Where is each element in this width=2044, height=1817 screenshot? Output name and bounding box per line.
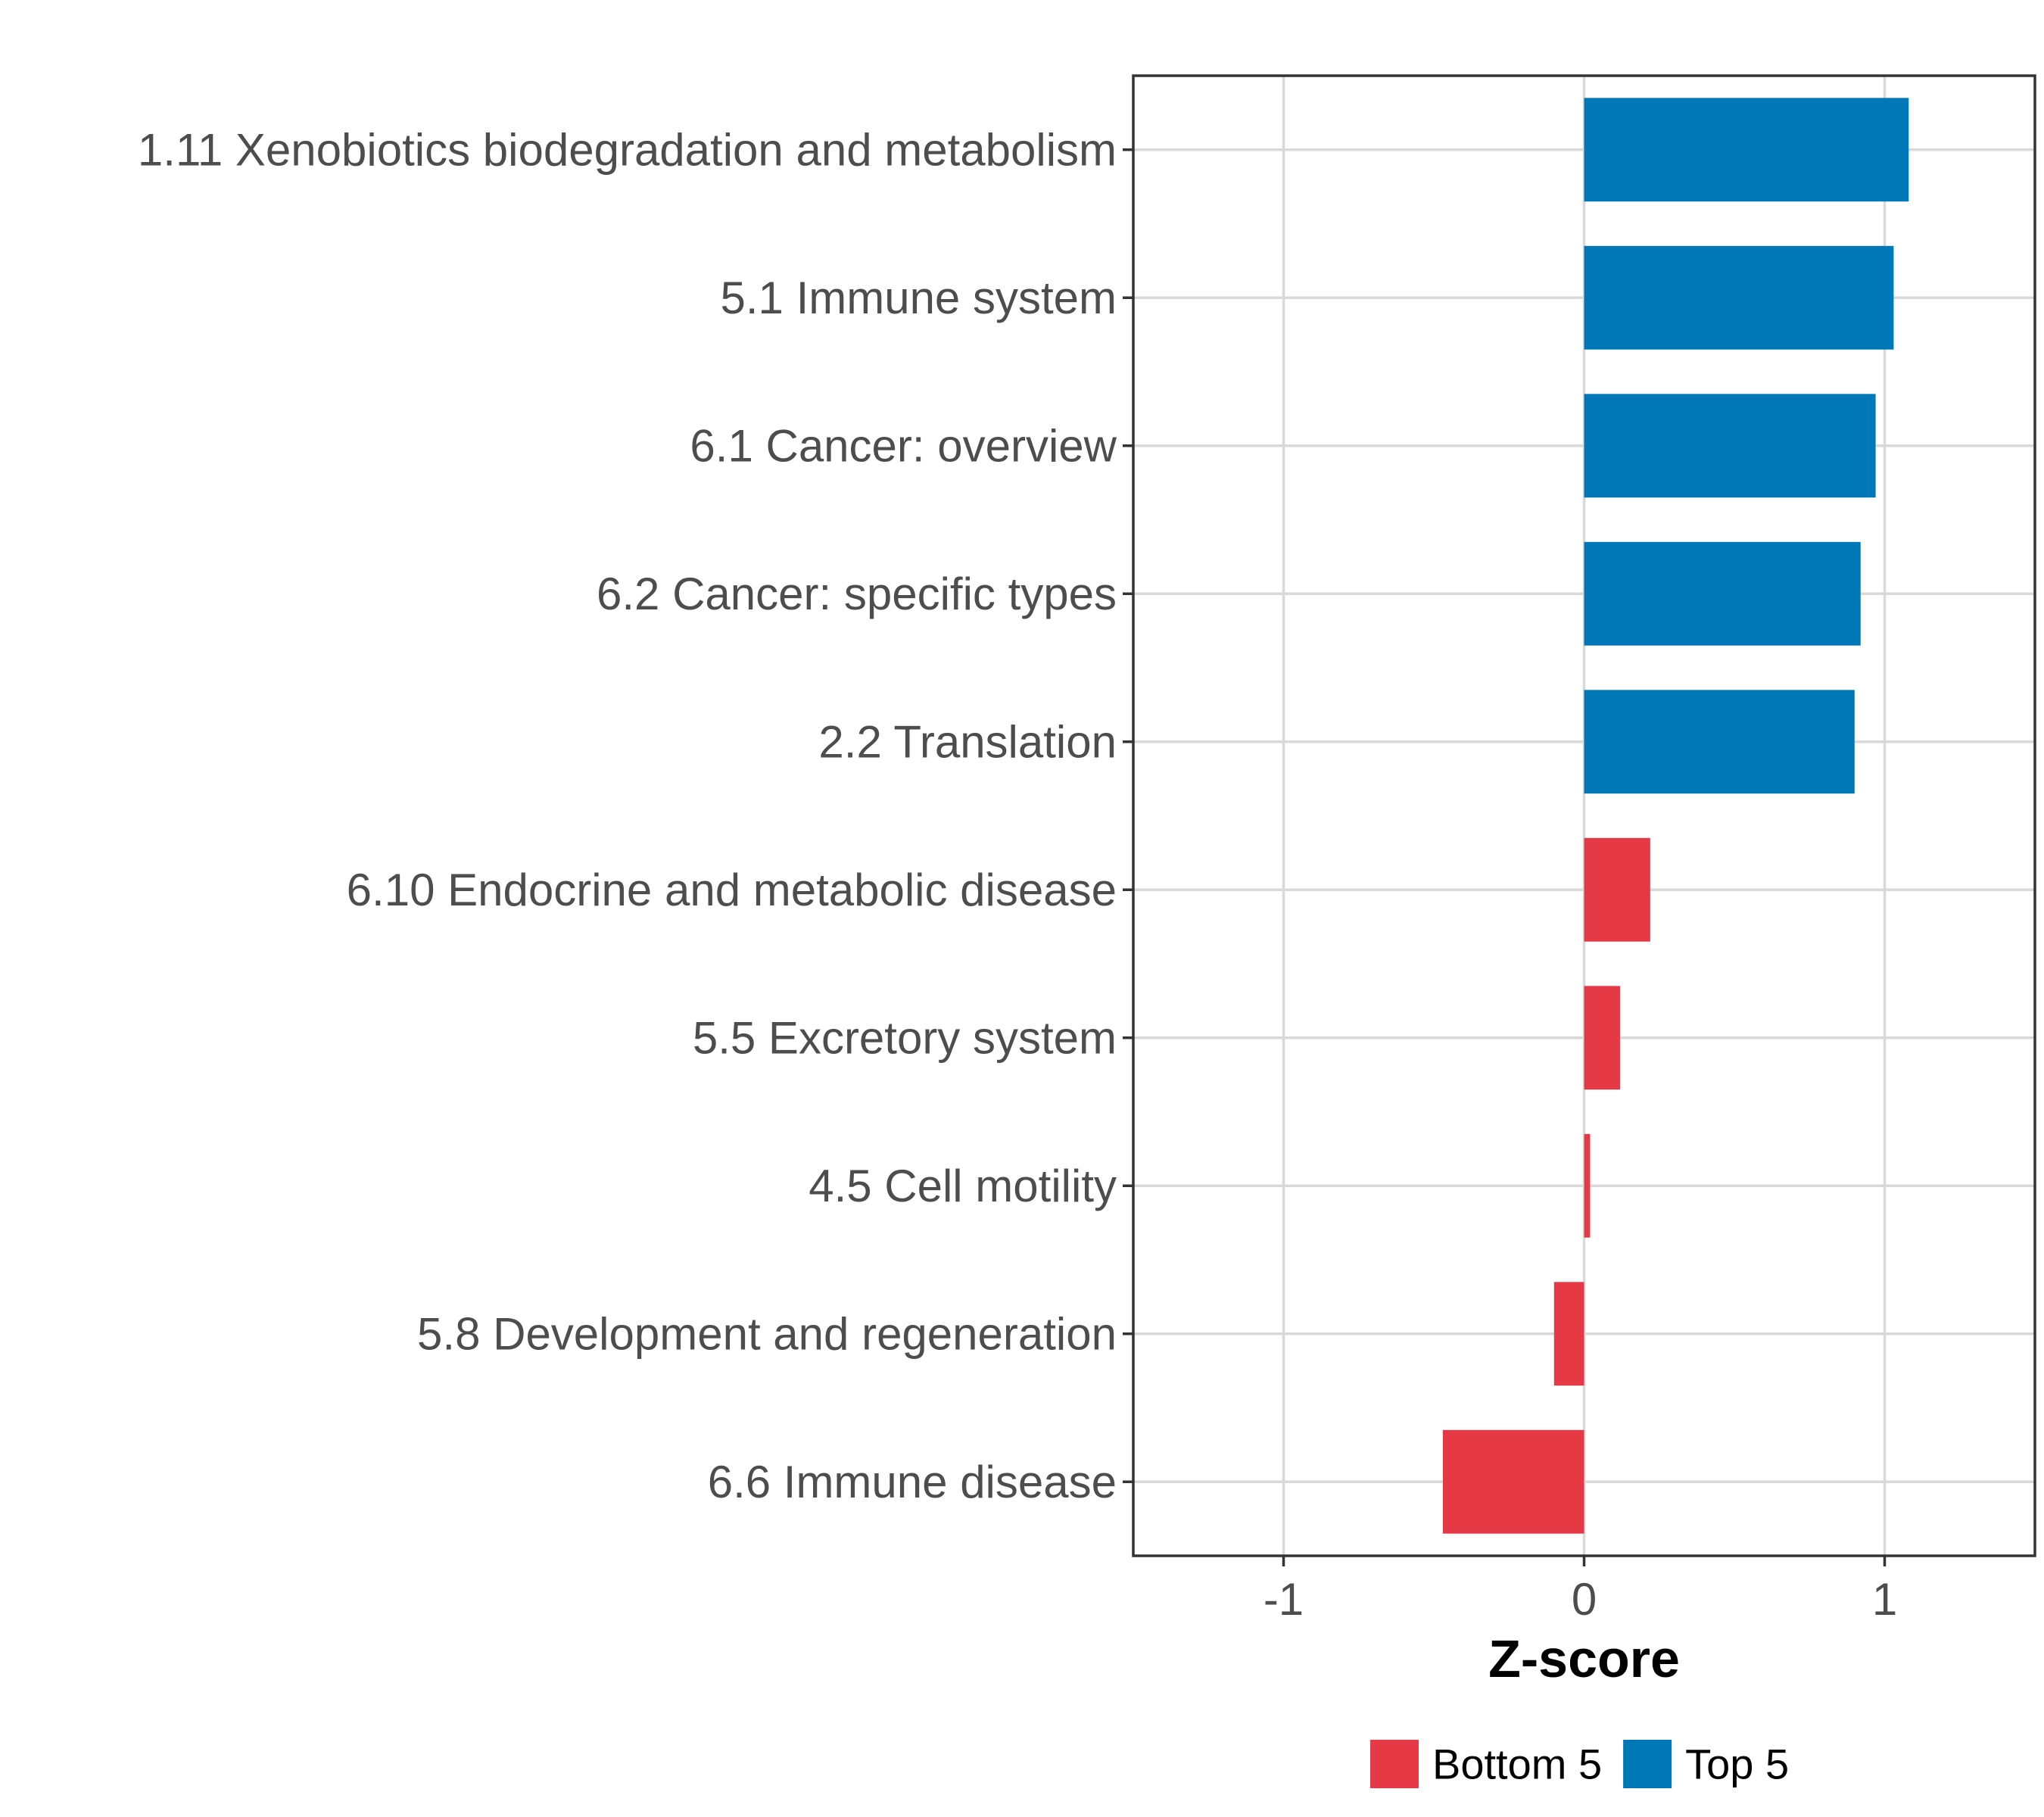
y-tick-label-6: 5.5 Excretory system	[693, 1012, 1117, 1063]
legend: Bottom 5 Top 5	[1370, 1740, 1789, 1788]
bar-5	[1584, 837, 1650, 942]
y-axis: 1.11 Xenobiotics biodegradation and meta…	[138, 124, 1133, 1507]
y-tick-label-2: 6.1 Cancer: overview	[690, 420, 1117, 471]
legend-swatch-0	[1370, 1740, 1419, 1788]
bar-6	[1584, 986, 1621, 1090]
bar-7	[1584, 1133, 1591, 1238]
y-tick-label-8: 5.8 Development and regeneration	[417, 1308, 1117, 1359]
bar-4	[1584, 690, 1855, 794]
bar-8	[1553, 1282, 1584, 1386]
y-tick-label-3: 6.2 Cancer: specific types	[597, 569, 1117, 619]
y-tick-label-4: 2.2 Translation	[818, 716, 1117, 767]
y-tick-label-1: 5.1 Immune system	[720, 273, 1117, 323]
y-tick-label-5: 6.10 Endocrine and metabolic disease	[347, 865, 1117, 915]
bars	[1442, 98, 1909, 1534]
bar-3	[1584, 541, 1861, 646]
y-tick-label-9: 6.6 Immune disease	[708, 1457, 1117, 1507]
x-axis-title: Z-score	[1488, 1629, 1680, 1688]
x-tick-label-1: 0	[1572, 1574, 1597, 1625]
bar-9	[1442, 1429, 1584, 1534]
bar-1	[1584, 245, 1894, 350]
x-axis: -1 0 1	[1263, 1556, 1897, 1625]
legend-label-1: Top 5	[1685, 1741, 1789, 1788]
legend-label-0: Bottom 5	[1432, 1741, 1602, 1788]
x-tick-label-2: 1	[1872, 1574, 1897, 1625]
bar-0	[1584, 98, 1909, 202]
bar-2	[1584, 394, 1876, 498]
x-tick-label-0: -1	[1263, 1574, 1304, 1625]
legend-swatch-1	[1623, 1740, 1672, 1788]
y-tick-label-0: 1.11 Xenobiotics biodegradation and meta…	[138, 124, 1117, 175]
y-tick-label-7: 4.5 Cell motility	[809, 1161, 1117, 1211]
